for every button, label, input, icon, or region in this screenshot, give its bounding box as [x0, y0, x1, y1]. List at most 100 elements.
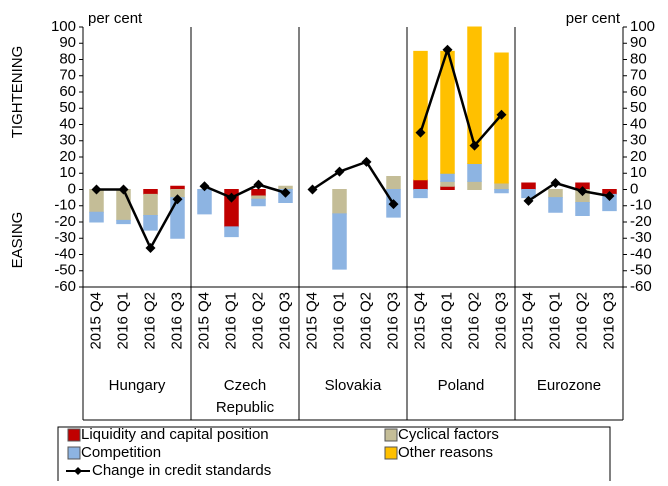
line-marker [523, 195, 534, 206]
x-tick-label: 2016 Q1 [222, 292, 239, 350]
legend-swatch [67, 428, 81, 442]
line-marker [145, 243, 156, 253]
y2-tick-label: -20 [630, 213, 652, 230]
bar-segment [89, 211, 104, 223]
group-label: Czech Republic [215, 377, 275, 416]
y-tick-label: -20 [54, 213, 76, 230]
y2-tick-label: 0 [630, 180, 638, 197]
bar-segment [143, 193, 158, 216]
line-marker [388, 199, 399, 210]
bar-segment [386, 176, 401, 190]
line-marker [361, 156, 372, 167]
line-marker [118, 184, 129, 195]
x-tick-label: 2016 Q1 [438, 292, 455, 350]
y-tick-label: 40 [59, 115, 76, 132]
y2-tick-label: 90 [630, 34, 647, 51]
bar-segment [467, 163, 482, 182]
y2-tick-label: -30 [630, 229, 652, 246]
y2-tick-label: -60 [630, 278, 652, 295]
x-tick-label: 2015 Q4 [87, 292, 104, 350]
line-marker [550, 178, 561, 188]
bar-segment [332, 189, 347, 215]
legend-swatch [67, 446, 81, 460]
y2-tick-label: 10 [630, 164, 647, 181]
legend-swatch [384, 428, 398, 442]
line-marker [91, 184, 102, 195]
line-marker [496, 109, 507, 120]
line-marker [199, 181, 210, 192]
bar-segment [494, 182, 509, 190]
bar-segment [413, 179, 428, 190]
line [204, 183, 286, 199]
x-tick-label: 2016 Q3 [492, 292, 509, 350]
group-label: Poland [437, 377, 485, 394]
y-tick-label: 0 [68, 180, 76, 197]
line-marker [577, 186, 588, 197]
x-tick-label: 2016 Q2 [465, 292, 482, 350]
line-marker [415, 127, 426, 138]
y2-tick-label: 20 [630, 148, 647, 165]
y-tick-label: 80 [59, 50, 76, 67]
line-marker [307, 184, 318, 195]
unit-label: per cent [88, 10, 143, 27]
bar-segment [575, 202, 590, 216]
x-tick-label: 2016 Q3 [600, 292, 617, 350]
x-tick-label: 2016 Q1 [114, 292, 131, 350]
group-label: Slovakia [324, 377, 382, 394]
line-marker [469, 140, 480, 151]
y2-tick-label: 70 [630, 67, 647, 84]
x-tick-label: 2016 Q2 [357, 292, 374, 350]
line [311, 160, 395, 205]
bar-segment [116, 219, 131, 225]
bar-segment [332, 213, 347, 270]
legend-box [57, 426, 611, 486]
y2-tick-label: 100 [630, 18, 655, 35]
bar-segment [467, 180, 482, 190]
y-tick-label: -30 [54, 229, 76, 246]
line [419, 45, 503, 149]
bar-segment [143, 215, 158, 231]
legend-marker [74, 467, 82, 475]
bar-segment [440, 180, 455, 187]
legend-label: Competition [81, 444, 161, 461]
x-tick-label: 2015 Q4 [303, 292, 320, 350]
y-tick-label: 10 [59, 164, 76, 181]
x-tick-label: 2016 Q2 [573, 292, 590, 350]
y2-tick-label: 60 [630, 83, 647, 100]
x-tick-label: 2016 Q3 [384, 292, 401, 350]
y-tick-label: -50 [54, 262, 76, 279]
bar-segment [251, 198, 266, 207]
y-tick-label: -60 [54, 278, 76, 295]
bar-segment [143, 189, 158, 195]
y-tick-label: 70 [59, 67, 76, 84]
y2-tick-label: -50 [630, 262, 652, 279]
y2-tick-label: -10 [630, 197, 652, 214]
y2-tick-label: -40 [630, 245, 652, 262]
unit-label: per cent [566, 10, 621, 27]
line-marker [334, 166, 345, 177]
y-tick-label: 20 [59, 148, 76, 165]
x-tick-label: 2016 Q2 [141, 292, 158, 350]
bar-segment [548, 197, 563, 213]
x-tick-label: 2016 Q1 [546, 292, 563, 350]
y-tick-label: 60 [59, 83, 76, 100]
y-tick-label: -10 [54, 197, 76, 214]
bar-segment [548, 189, 563, 199]
y-tick-label: -40 [54, 245, 76, 262]
legend-label: Liquidity and capital position [81, 426, 269, 443]
group-label: Hungary [108, 377, 166, 394]
line [96, 188, 179, 251]
axis-label: EASING [9, 212, 26, 269]
bar-segment [224, 226, 239, 238]
x-tick-label: 2015 Q4 [411, 292, 428, 350]
y2-tick-label: 80 [630, 50, 647, 67]
x-tick-label: 2016 Q3 [276, 292, 293, 350]
y2-tick-label: 50 [630, 99, 647, 116]
group-label: Eurozone [536, 377, 602, 394]
x-tick-label: 2016 Q1 [330, 292, 347, 350]
y2-tick-label: 40 [630, 115, 647, 132]
bar-segment [413, 189, 428, 199]
bar-segment [494, 189, 509, 194]
